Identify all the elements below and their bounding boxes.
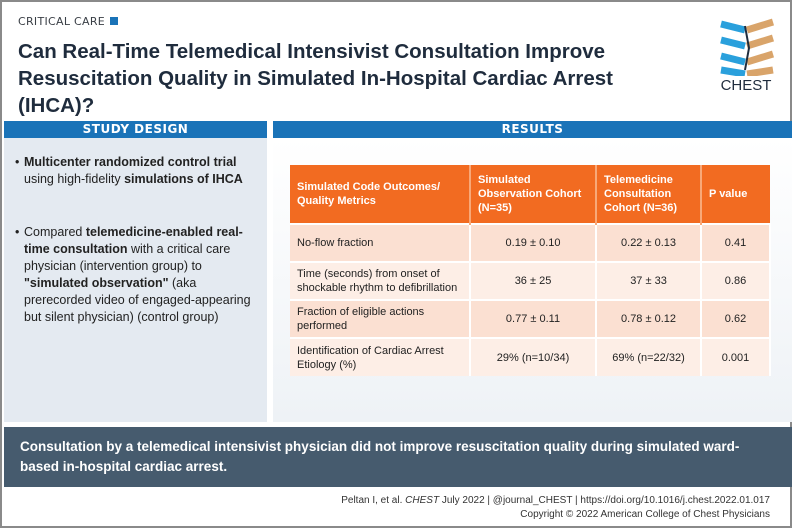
value-cell: 36 ± 25 (470, 261, 597, 300)
bullet-text: simulations of IHCA (124, 172, 243, 186)
category-label: CRITICAL CARE (18, 15, 119, 28)
value-cell: 29% (n=10/34) (470, 337, 597, 376)
bullet-text: Compared (24, 225, 86, 239)
column-header: Simulated Observation Cohort (N=35) (470, 165, 597, 224)
page-title: Can Real-Time Telemedical Intensivist Co… (18, 40, 614, 117)
p-value-cell: 0.86 (701, 261, 771, 300)
bullet-text: (aka prerecorded video of engaged-appear… (24, 276, 251, 324)
p-value-cell: 0.62 (701, 299, 771, 338)
column-header: Simulated Code Outcomes/ Quality Metrics (290, 165, 471, 224)
column-header: Telemedicine Consultation Cohort (N=36) (596, 165, 702, 224)
study-design-panel: Multicenter randomized control trial usi… (4, 138, 267, 422)
chest-logo-icon (720, 18, 775, 78)
bullet-text: with a critical care physician (interven… (24, 242, 231, 273)
table-row: Time (seconds) from onset of shockable r… (290, 261, 771, 300)
copyright: Copyright © 2022 American College of Che… (520, 509, 770, 520)
chest-logo: CHEST (715, 18, 777, 94)
metric-cell: No-flow fraction (290, 223, 471, 262)
value-cell: 0.78 ± 0.12 (596, 299, 702, 338)
bullet-text: using high-fidelity (24, 172, 125, 186)
results-table: Simulated Code Outcomes/ Quality Metrics… (290, 165, 771, 376)
design-bullet: Multicenter randomized control trial usi… (15, 154, 264, 188)
table-row: Fraction of eligible actions performed 0.… (290, 299, 771, 338)
design-bullet: Compared telemedicine-enabled real-time … (15, 224, 264, 326)
value-cell: 69% (n=22/32) (596, 337, 702, 376)
table-row: Identification of Cardiac Arrest Etiolog… (290, 337, 771, 376)
p-value-cell: 0.001 (701, 337, 771, 376)
value-cell: 0.77 ± 0.11 (470, 299, 597, 338)
results-heading: RESULTS (273, 121, 792, 138)
citation: Peltan I, et al. CHEST July 2022 | @jour… (341, 495, 770, 506)
results-panel: Simulated Code Outcomes/ Quality Metrics… (273, 138, 792, 422)
value-cell: 37 ± 33 (596, 261, 702, 300)
conclusion-banner: Consultation by a telemedical intensivis… (4, 427, 792, 487)
column-header: P value (701, 165, 770, 224)
metric-cell: Fraction of eligible actions performed (290, 299, 471, 338)
bullet-text: Multicenter randomized control trial (24, 155, 237, 169)
study-design-heading: STUDY DESIGN (4, 121, 267, 138)
value-cell: 0.22 ± 0.13 (596, 223, 702, 262)
category-square-icon (110, 17, 119, 25)
table-row: No-flow fraction 0.19 ± 0.10 0.22 ± 0.13 0.… (290, 223, 771, 262)
metric-cell: Identification of Cardiac Arrest Etiolog… (290, 337, 471, 376)
bullet-text: "simulated observation" (24, 276, 169, 290)
bullet-text: telemedicine-enabled real-time consultat… (24, 225, 243, 256)
value-cell: 0.19 ± 0.10 (470, 223, 597, 262)
metric-cell: Time (seconds) from onset of shockable r… (290, 261, 471, 300)
p-value-cell: 0.41 (701, 223, 771, 262)
